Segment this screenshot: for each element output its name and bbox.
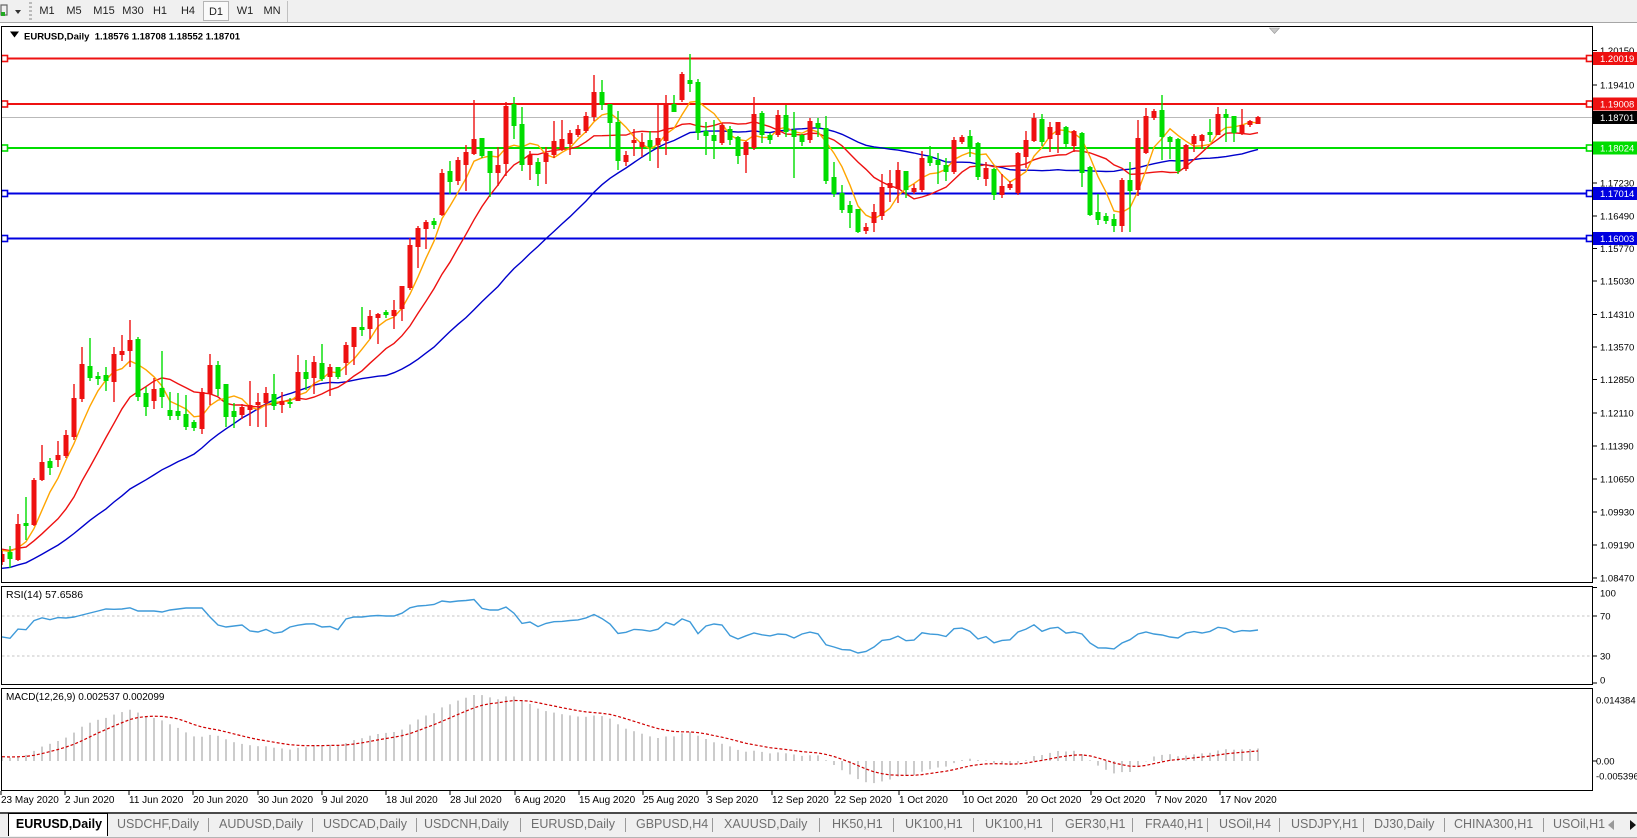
svg-text:1.14310: 1.14310 [1600,310,1634,321]
svg-text:1.15030: 1.15030 [1600,277,1634,288]
svg-text:MACD(12,26,9) 0.002537 0.00209: MACD(12,26,9) 0.002537 0.002099 [6,692,165,703]
svg-text:EURUSD,Daily 1.18576 1.18708: EURUSD,Daily 1.18576 1.18708 1.18552 1.1… [24,32,241,43]
svg-text:1 Oct 2020: 1 Oct 2020 [899,795,948,806]
svg-text:30: 30 [1600,652,1611,663]
svg-text:11 Jun 2020: 11 Jun 2020 [129,795,184,806]
svg-text:1.17014: 1.17014 [1600,189,1634,200]
svg-text:2 Jun 2020: 2 Jun 2020 [65,795,115,806]
svg-text:1.19410: 1.19410 [1600,81,1634,92]
svg-text:1.12850: 1.12850 [1600,375,1634,386]
svg-text:0.00: 0.00 [1596,757,1615,768]
svg-text:1.18024: 1.18024 [1600,144,1634,155]
svg-text:0.014384: 0.014384 [1596,696,1636,707]
svg-text:1.10650: 1.10650 [1600,475,1634,486]
svg-text:100: 100 [1600,589,1616,600]
svg-text:20 Oct 2020: 20 Oct 2020 [1027,795,1082,806]
svg-text:70: 70 [1600,612,1611,623]
svg-text:1.19008: 1.19008 [1600,100,1634,111]
svg-text:3 Sep 2020: 3 Sep 2020 [707,795,759,806]
svg-text:20 Jun 2020: 20 Jun 2020 [193,795,248,806]
svg-text:RSI(14) 57.6586: RSI(14) 57.6586 [6,589,83,601]
svg-text:1.09190: 1.09190 [1600,541,1634,552]
svg-text:17 Nov 2020: 17 Nov 2020 [1220,795,1277,806]
svg-text:9 Jul 2020: 9 Jul 2020 [322,795,369,806]
svg-text:1.12110: 1.12110 [1600,409,1634,420]
svg-text:-0.005396: -0.005396 [1596,772,1637,783]
svg-text:1.09930: 1.09930 [1600,508,1634,519]
svg-text:30 Jun 2020: 30 Jun 2020 [258,795,313,806]
svg-text:1.11390: 1.11390 [1600,442,1634,453]
svg-text:1.16003: 1.16003 [1600,234,1634,245]
svg-text:1.17230: 1.17230 [1600,179,1634,190]
svg-text:28 Jul 2020: 28 Jul 2020 [450,795,502,806]
svg-text:15 Aug 2020: 15 Aug 2020 [579,795,636,806]
svg-text:7 Nov 2020: 7 Nov 2020 [1156,795,1208,806]
svg-text:1.08470: 1.08470 [1600,574,1634,585]
svg-text:1.16490: 1.16490 [1600,212,1634,223]
svg-text:1.13570: 1.13570 [1600,343,1634,354]
svg-text:10 Oct 2020: 10 Oct 2020 [963,795,1018,806]
svg-text:6 Aug 2020: 6 Aug 2020 [515,795,566,806]
svg-text:1.20150: 1.20150 [1600,46,1634,57]
svg-text:22 Sep 2020: 22 Sep 2020 [835,795,892,806]
svg-text:12 Sep 2020: 12 Sep 2020 [772,795,829,806]
svg-text:18 Jul 2020: 18 Jul 2020 [386,795,438,806]
svg-text:25 Aug 2020: 25 Aug 2020 [643,795,700,806]
svg-text:29 Oct 2020: 29 Oct 2020 [1091,795,1146,806]
svg-text:23 May 2020: 23 May 2020 [1,795,59,806]
svg-text:1.15770: 1.15770 [1600,244,1634,255]
svg-text:1.20019: 1.20019 [1600,54,1634,65]
svg-text:0: 0 [1600,676,1605,687]
svg-text:1.18701: 1.18701 [1600,113,1634,124]
